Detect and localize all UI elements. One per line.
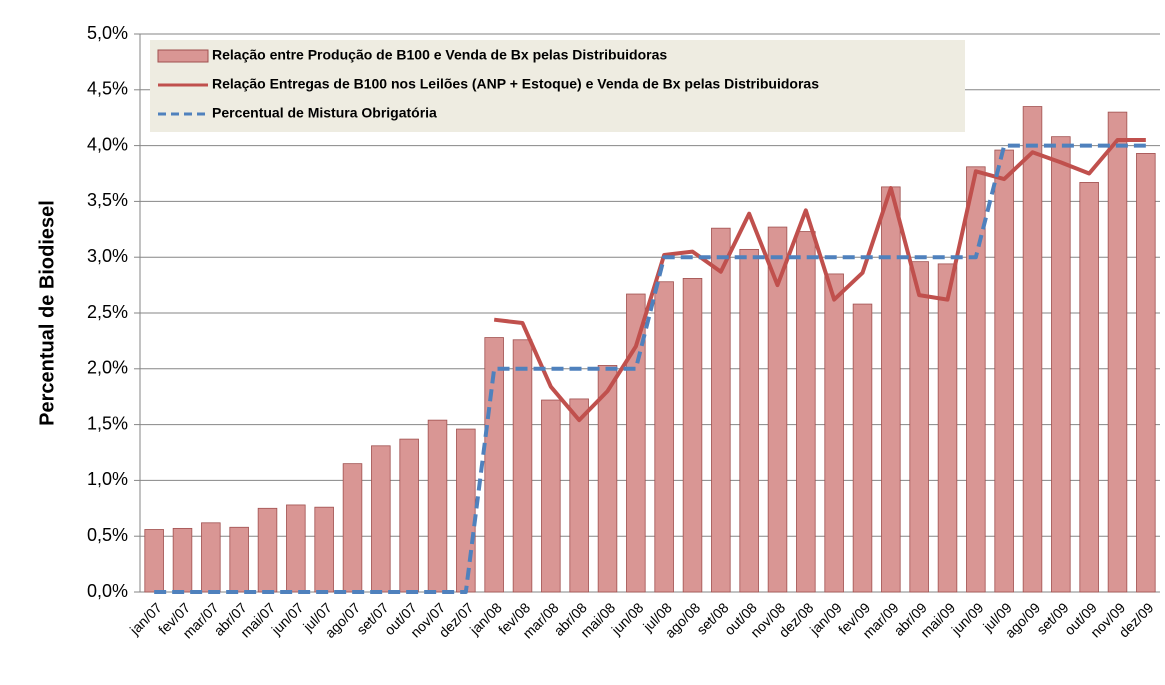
bar <box>229 526 249 593</box>
bar <box>852 303 873 593</box>
bar <box>1136 153 1156 593</box>
bar <box>1022 106 1043 593</box>
y-tick-label: 0,5% <box>87 525 128 545</box>
bar <box>824 273 844 593</box>
bar <box>1107 111 1128 593</box>
bar <box>427 419 448 593</box>
bar <box>456 428 476 593</box>
y-tick-label: 4,0% <box>87 134 128 154</box>
y-tick-label: 1,5% <box>87 413 128 433</box>
legend-box <box>150 40 965 132</box>
bar <box>767 226 788 593</box>
bar <box>711 227 731 593</box>
legend-label: Relação Entregas de B100 nos Leilões (AN… <box>212 76 819 92</box>
x-tick-label: jan/08 <box>466 599 505 638</box>
bar <box>399 438 419 593</box>
x-tick-label: jun/07 <box>268 599 307 638</box>
bar <box>597 365 618 593</box>
bar <box>881 186 901 593</box>
bar <box>257 507 278 593</box>
bar <box>682 278 703 593</box>
legend-label: Percentual de Mistura Obrigatória <box>212 105 437 121</box>
bar <box>201 522 221 593</box>
line <box>493 138 1146 423</box>
bar <box>1051 136 1071 593</box>
bar <box>909 261 929 593</box>
y-tick-label: 2,0% <box>87 358 128 378</box>
bar <box>172 527 193 593</box>
bar <box>994 149 1014 593</box>
bar <box>484 337 504 593</box>
y-tick-label: 4,5% <box>87 79 128 99</box>
bar <box>541 399 561 593</box>
y-tick-label: 2,5% <box>87 302 128 322</box>
bar <box>512 339 533 593</box>
x-tick-label: jun/08 <box>608 599 647 638</box>
bar <box>739 248 759 593</box>
x-tick-label: jan/09 <box>806 599 845 638</box>
y-tick-label: 3,0% <box>87 246 128 266</box>
bar <box>569 398 589 593</box>
bar <box>314 506 334 593</box>
dashed-line <box>154 143 1146 594</box>
y-tick-label: 0,0% <box>87 581 128 601</box>
x-tick-label: jun/09 <box>948 599 987 638</box>
bar <box>144 529 164 593</box>
bar <box>371 445 391 593</box>
bar <box>654 281 674 593</box>
legend-swatch <box>157 49 209 63</box>
bar <box>286 504 306 593</box>
bar <box>937 263 958 593</box>
legend-label: Relação entre Produção de B100 e Venda d… <box>212 47 667 63</box>
bar <box>796 231 816 593</box>
bar <box>1079 182 1099 593</box>
y-tick-label: 5,0% <box>87 23 128 43</box>
bar <box>966 166 986 593</box>
y-tick-label: 3,5% <box>87 190 128 210</box>
bar <box>342 463 363 593</box>
x-tick-label: jan/07 <box>126 599 165 638</box>
y-axis-label: Percentual de Biodiesel <box>36 200 58 426</box>
y-tick-label: 1,0% <box>87 469 128 489</box>
